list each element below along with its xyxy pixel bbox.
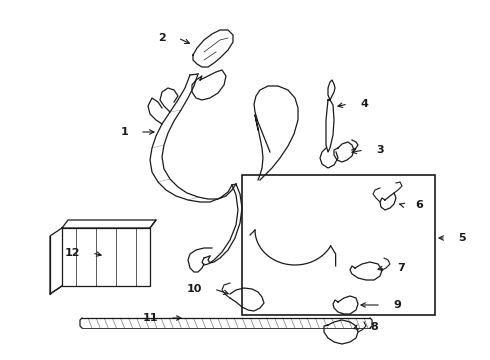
Text: 3: 3	[376, 145, 384, 155]
Text: 11: 11	[143, 313, 158, 323]
Text: 4: 4	[360, 99, 368, 109]
Text: 7: 7	[397, 263, 405, 273]
Bar	[62, 228, 150, 286]
Text: 12: 12	[65, 248, 80, 258]
Text: 6: 6	[415, 200, 423, 210]
Text: 10: 10	[187, 284, 202, 294]
Text: 2: 2	[158, 33, 166, 43]
Text: 9: 9	[393, 300, 401, 310]
Bar	[242, 175, 435, 315]
Text: 8: 8	[370, 322, 378, 332]
Text: 1: 1	[120, 127, 128, 137]
Text: 5: 5	[458, 233, 466, 243]
